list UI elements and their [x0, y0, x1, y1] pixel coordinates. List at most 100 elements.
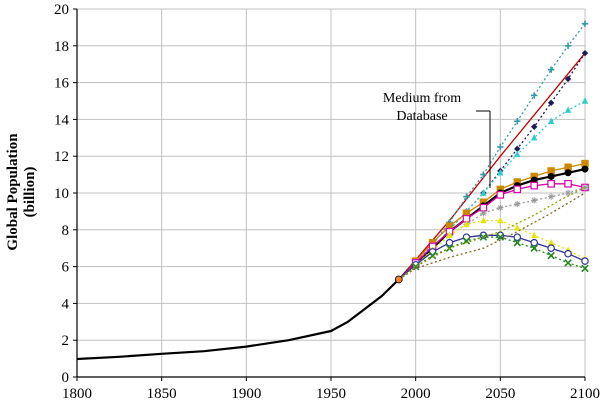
data-point — [531, 123, 538, 130]
y-tick-label: 10 — [54, 186, 69, 202]
x-tick-label: 2050 — [485, 386, 515, 402]
data-point — [428, 251, 437, 260]
data-point — [547, 117, 555, 124]
series-line — [398, 236, 586, 281]
data-point — [497, 143, 504, 151]
data-point — [480, 171, 487, 178]
y-tick-label: 20 — [54, 2, 69, 18]
data-point — [497, 169, 504, 176]
data-point — [564, 249, 572, 258]
data-point — [547, 244, 555, 253]
data-point — [463, 220, 470, 227]
data-point — [445, 238, 454, 247]
series-line — [398, 52, 586, 280]
data-point — [514, 200, 521, 208]
data-point — [479, 203, 488, 212]
data-point — [513, 238, 522, 247]
data-point — [547, 238, 555, 246]
x-tick-label: 2100 — [570, 386, 600, 402]
data-point — [564, 189, 572, 197]
data-point — [530, 181, 539, 190]
projection-series — [398, 20, 589, 280]
data-point — [531, 197, 538, 204]
series-layer — [76, 20, 589, 361]
data-point — [547, 66, 555, 73]
projection-series — [398, 159, 589, 280]
data-point — [581, 257, 589, 265]
data-point — [564, 180, 572, 188]
data-point — [547, 172, 555, 180]
series-line — [398, 234, 586, 280]
data-point — [514, 150, 521, 158]
data-point — [513, 233, 522, 241]
series-line — [398, 23, 586, 280]
series-line — [397, 168, 586, 281]
projection-series — [397, 165, 589, 281]
y-tick-label: 0 — [62, 370, 70, 386]
x-tick-label: 1850 — [147, 386, 177, 402]
data-point — [513, 185, 522, 194]
data-point — [514, 224, 521, 231]
projection-series — [398, 186, 586, 281]
data-point — [581, 20, 589, 27]
data-point — [530, 244, 538, 252]
data-point — [497, 204, 504, 211]
data-point — [564, 75, 572, 83]
data-point — [547, 193, 555, 200]
projection-series — [398, 231, 589, 280]
data-point — [581, 165, 589, 173]
data-point — [463, 193, 470, 200]
y-tick-label: 18 — [54, 39, 69, 55]
data-point — [531, 231, 538, 239]
axis-ticks: 0 2 4 6 8 10 12 14 16 18 20 1800 1850 1900 1950 2000 205… — [54, 2, 600, 402]
data-point — [564, 259, 572, 267]
data-point — [514, 145, 521, 153]
data-point — [497, 216, 504, 224]
data-point — [581, 264, 589, 273]
base-year-point — [394, 275, 403, 284]
x-tick-label: 2000 — [401, 386, 431, 402]
annotation-line2: Database — [396, 109, 447, 124]
axes — [76, 9, 585, 378]
data-point — [547, 251, 555, 260]
data-point — [480, 216, 487, 224]
data-point — [547, 99, 555, 107]
data-point — [496, 233, 505, 241]
y-tick-label: 12 — [54, 149, 69, 165]
data-point — [496, 191, 505, 199]
x-tick-label: 1800 — [62, 386, 92, 402]
data-point — [531, 92, 538, 99]
y-tick-label: 8 — [62, 223, 70, 239]
data-point — [581, 97, 589, 104]
data-point — [479, 231, 488, 240]
data-point — [462, 237, 471, 245]
y-tick-label: 4 — [62, 296, 70, 312]
data-point — [446, 231, 453, 239]
y-tick-label: 16 — [54, 76, 70, 92]
annotation-line1: Medium from — [383, 91, 461, 106]
data-point — [514, 118, 521, 125]
y-axis-title-line1: Global Population — [5, 133, 21, 251]
data-point — [480, 189, 487, 196]
data-point — [480, 210, 487, 217]
data-point — [531, 134, 538, 141]
y-tick-label: 6 — [62, 260, 70, 276]
y-axis-title-line2: (billion) — [22, 167, 38, 218]
historical-line — [76, 278, 400, 361]
y-tick-label: 14 — [54, 112, 70, 128]
series-line — [398, 192, 586, 281]
series-line — [398, 186, 586, 281]
data-point — [547, 180, 555, 188]
data-point — [564, 42, 572, 49]
data-point — [564, 169, 572, 177]
data-point — [581, 184, 589, 191]
data-point — [581, 49, 589, 57]
projection-series — [398, 52, 586, 280]
y-tick-label: 2 — [62, 333, 70, 349]
data-point — [564, 106, 572, 113]
grid — [77, 8, 586, 377]
x-tick-label: 1950 — [316, 386, 346, 402]
data-point — [530, 238, 539, 247]
x-tick-label: 1900 — [231, 386, 261, 402]
